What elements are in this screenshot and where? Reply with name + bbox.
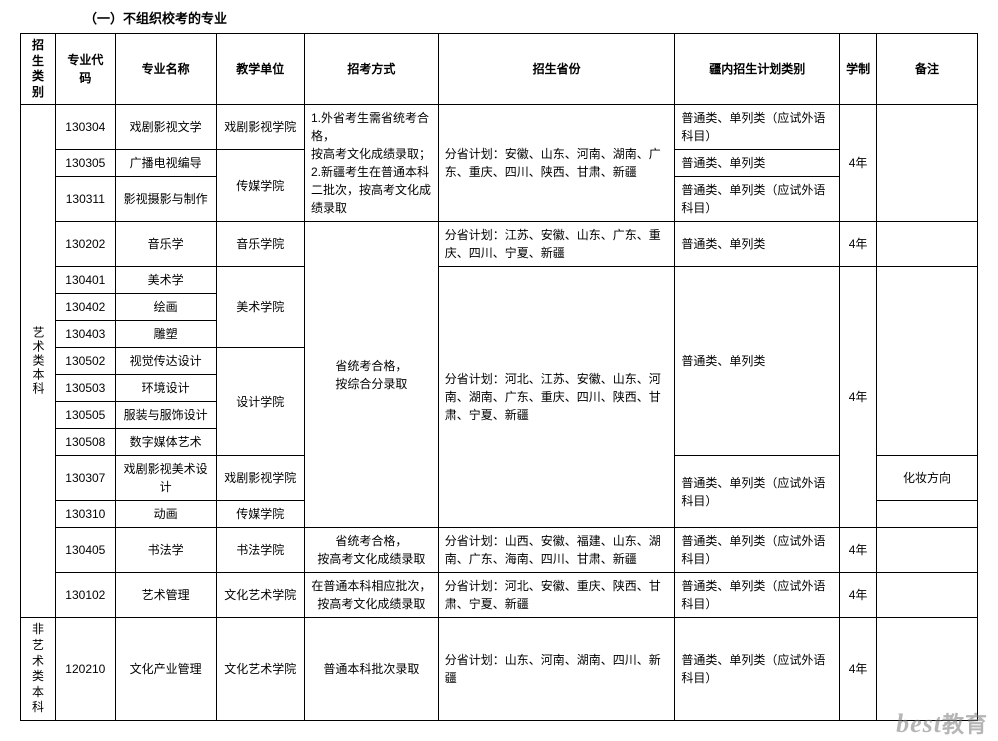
col-plan: 疆内招生计划类别 (675, 34, 840, 105)
cell-province: 分省计划：山东、河南、湖南、四川、新疆 (438, 618, 675, 721)
cell-plan: 普通类、单列类 (675, 267, 840, 456)
table-row: 130401 美术学 美术学院 分省计划：河北、江苏、安徽、山东、河南、湖南、广… (21, 267, 978, 294)
cell-unit: 戏剧影视学院 (216, 105, 304, 150)
cell-unit: 传媒学院 (216, 501, 304, 528)
col-years: 学制 (840, 34, 877, 105)
cell-unit: 音乐学院 (216, 222, 304, 267)
cell-code: 130307 (55, 456, 115, 501)
cell-note (877, 222, 978, 267)
cell-plan: 普通类、单列类（应试外语科目） (675, 528, 840, 573)
table-row: 130102 艺术管理 文化艺术学院 在普通本科相应批次， 按高考文化成绩录取 … (21, 573, 978, 618)
section-title: （一）不组织校考的专业 (84, 8, 978, 27)
cell-major: 数字媒体艺术 (115, 429, 216, 456)
cell-plan: 普通类、单列类（应试外语科目） (675, 573, 840, 618)
cell-unit: 文化艺术学院 (216, 618, 304, 721)
cell-note (877, 105, 978, 222)
cell-major: 音乐学 (115, 222, 216, 267)
cell-unit: 传媒学院 (216, 150, 304, 222)
cell-plan: 普通类、单列类（应试外语科目） (675, 618, 840, 721)
cell-major: 书法学 (115, 528, 216, 573)
table-row: 130405 书法学 书法学院 省统考合格， 按高考文化成绩录取 分省计划：山西… (21, 528, 978, 573)
cell-major: 美术学 (115, 267, 216, 294)
col-unit: 教学单位 (216, 34, 304, 105)
cell-plan: 普通类、单列类 (675, 222, 840, 267)
cell-code: 130405 (55, 528, 115, 573)
cell-plan: 普通类、单列类（应试外语科目） (675, 456, 840, 528)
cell-major: 服装与服饰设计 (115, 402, 216, 429)
cell-code: 130304 (55, 105, 115, 150)
cell-major: 动画 (115, 501, 216, 528)
cell-unit: 文化艺术学院 (216, 573, 304, 618)
cell-province: 分省计划：安徽、山东、河南、湖南、广东、重庆、四川、陕西、甘肃、新疆 (438, 105, 675, 222)
cell-years: 4年 (840, 105, 877, 222)
col-major: 专业名称 (115, 34, 216, 105)
cell-method: 省统考合格， 按综合分录取 (304, 222, 438, 528)
cell-unit: 设计学院 (216, 348, 304, 456)
table-row: 艺术类本科 130304 戏剧影视文学 戏剧影视学院 1.外省考生需省统考合格，… (21, 105, 978, 150)
watermark: best教育 (896, 707, 988, 739)
cell-major: 广播电视编导 (115, 150, 216, 177)
cell-code: 130508 (55, 429, 115, 456)
watermark-cn: 教育 (942, 712, 988, 737)
cell-method: 省统考合格， 按高考文化成绩录取 (304, 528, 438, 573)
cell-major: 影视摄影与制作 (115, 177, 216, 222)
col-note: 备注 (877, 34, 978, 105)
cell-major: 文化产业管理 (115, 618, 216, 721)
cell-major: 环境设计 (115, 375, 216, 402)
cell-note (877, 267, 978, 456)
cell-method: 普通本科批次录取 (304, 618, 438, 721)
cell-code: 130102 (55, 573, 115, 618)
cell-code: 130311 (55, 177, 115, 222)
cell-major: 视觉传达设计 (115, 348, 216, 375)
table-header-row: 招生 类别 专业代码 专业名称 教学单位 招考方式 招生省份 疆内招生计划类别 … (21, 34, 978, 105)
cell-method: 1.外省考生需省统考合格， 按高考文化成绩录取； 2.新疆考生在普通本科二批次，… (304, 105, 438, 222)
cell-category-nonart: 非艺术类本科 (21, 618, 56, 721)
cell-plan: 普通类、单列类 (675, 150, 840, 177)
cell-major: 戏剧影视文学 (115, 105, 216, 150)
cell-code: 130401 (55, 267, 115, 294)
table-row: 非艺术类本科 120210 文化产业管理 文化艺术学院 普通本科批次录取 分省计… (21, 618, 978, 721)
col-category: 招生 类别 (21, 34, 56, 105)
col-code: 专业代码 (55, 34, 115, 105)
cell-note (877, 528, 978, 573)
cell-code: 120210 (55, 618, 115, 721)
col-province: 招生省份 (438, 34, 675, 105)
table-row: 130202 音乐学 音乐学院 省统考合格， 按综合分录取 分省计划：江苏、安徽… (21, 222, 978, 267)
admissions-table: 招生 类别 专业代码 专业名称 教学单位 招考方式 招生省份 疆内招生计划类别 … (20, 33, 978, 721)
cell-code: 130403 (55, 321, 115, 348)
cell-code: 130502 (55, 348, 115, 375)
cell-note (877, 501, 978, 528)
cell-province: 分省计划：河北、江苏、安徽、山东、河南、湖南、广东、重庆、四川、陕西、甘肃、宁夏… (438, 267, 675, 528)
watermark-en: best (896, 709, 942, 738)
cell-method: 在普通本科相应批次， 按高考文化成绩录取 (304, 573, 438, 618)
cell-unit: 戏剧影视学院 (216, 456, 304, 501)
cell-unit: 书法学院 (216, 528, 304, 573)
cell-code: 130505 (55, 402, 115, 429)
cell-years: 4年 (840, 573, 877, 618)
cell-major: 雕塑 (115, 321, 216, 348)
cell-province: 分省计划：河北、安徽、重庆、陕西、甘肃、宁夏、新疆 (438, 573, 675, 618)
cell-province: 分省计划：山西、安徽、福建、山东、湖南、广东、海南、四川、甘肃、新疆 (438, 528, 675, 573)
cell-code: 130402 (55, 294, 115, 321)
cell-major: 艺术管理 (115, 573, 216, 618)
cell-code: 130310 (55, 501, 115, 528)
cell-province: 分省计划：江苏、安徽、山东、广东、重庆、四川、宁夏、新疆 (438, 222, 675, 267)
cell-years: 4年 (840, 222, 877, 267)
cell-code: 130503 (55, 375, 115, 402)
cell-years: 4年 (840, 267, 877, 528)
cell-years: 4年 (840, 618, 877, 721)
cell-major: 绘画 (115, 294, 216, 321)
cell-plan: 普通类、单列类（应试外语科目） (675, 105, 840, 150)
col-method: 招考方式 (304, 34, 438, 105)
cell-unit: 美术学院 (216, 267, 304, 348)
cell-plan: 普通类、单列类（应试外语科目） (675, 177, 840, 222)
cell-years: 4年 (840, 528, 877, 573)
cell-code: 130202 (55, 222, 115, 267)
cell-code: 130305 (55, 150, 115, 177)
cell-major: 戏剧影视美术设计 (115, 456, 216, 501)
cell-category-art: 艺术类本科 (21, 105, 56, 618)
cell-note: 化妆方向 (877, 456, 978, 501)
cell-note (877, 618, 978, 721)
cell-note (877, 573, 978, 618)
